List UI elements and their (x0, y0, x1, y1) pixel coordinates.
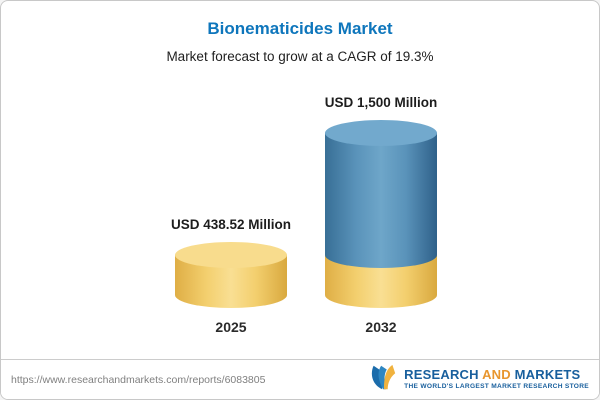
page-title: Bionematicides Market (207, 19, 393, 38)
bar-value-label-2025: USD 438.52 Million (170, 217, 292, 232)
x-axis-label-2025: 2025 (215, 319, 247, 335)
bar-2025-top-ellipse (175, 242, 287, 268)
bar-2032-segment-seam (325, 242, 437, 268)
logo-tagline: THE WORLD'S LARGEST MARKET RESEARCH STOR… (404, 383, 589, 391)
x-axis-label-2032: 2032 (365, 319, 397, 335)
logo-text: RESEARCH AND MARKETS THE WORLD'S LARGEST… (404, 367, 589, 391)
researchandmarkets-logo-icon (368, 362, 398, 397)
researchandmarkets-logo: RESEARCH AND MARKETS THE WORLD'S LARGEST… (368, 362, 589, 397)
bar-cylinder-2032 (325, 120, 437, 308)
page-subtitle: Market forecast to grow at a CAGR of 19.… (166, 49, 434, 64)
footer: https://www.researchandmarkets.com/repor… (1, 359, 599, 399)
bar-2032-top-ellipse (325, 120, 437, 146)
bar-2032-upper-segment (325, 133, 437, 255)
bar-cylinder-2025 (175, 242, 287, 308)
report-url: https://www.researchandmarkets.com/repor… (11, 373, 266, 386)
bar-value-label-2032: USD 1,500 Million (324, 95, 438, 110)
logo-wordmark: RESEARCH AND MARKETS (404, 367, 581, 383)
